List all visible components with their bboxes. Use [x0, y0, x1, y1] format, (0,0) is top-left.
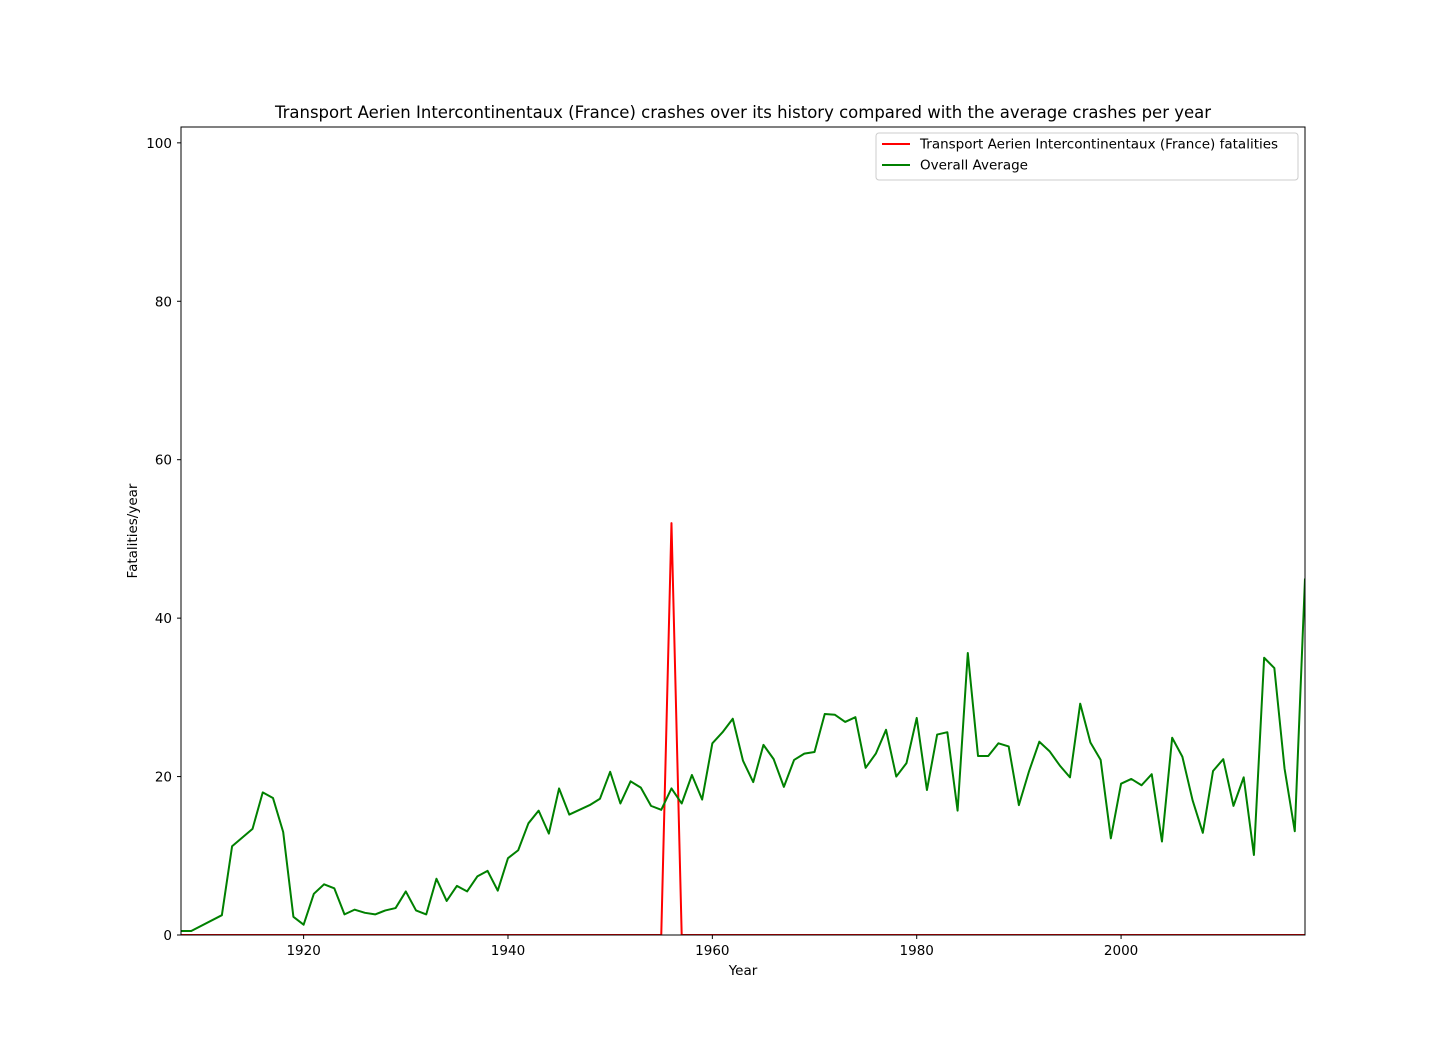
chart-title: Transport Aerien Intercontinentaux (Fran… [274, 103, 1211, 122]
y-tick-label-60: 60 [155, 453, 172, 469]
x-axis-label: Year [728, 963, 758, 979]
y-tick-label-0: 0 [163, 928, 172, 944]
y-tick-label-20: 20 [155, 770, 172, 786]
y-tick-label-100: 100 [146, 136, 172, 152]
legend-label-average: Overall Average [920, 158, 1028, 174]
legend: Transport Aerien Intercontinentaux (Fran… [875, 132, 1299, 181]
x-tick-label-1920: 1920 [286, 943, 320, 959]
x-tick-label-1940: 1940 [491, 943, 525, 959]
legend-box [875, 132, 1299, 181]
y-tick-label-40: 40 [155, 611, 172, 627]
plot-area [181, 522, 1305, 935]
legend-label-carrier: Transport Aerien Intercontinentaux (Fran… [919, 137, 1278, 153]
x-tick-label-1980: 1980 [900, 943, 934, 959]
x-axis-ticks: 1920 1940 1960 1980 2000 [286, 935, 1138, 959]
axes-frame [180, 126, 1306, 936]
y-axis-ticks: 0 20 40 60 80 100 [146, 136, 181, 944]
series-line-carrier-fatalities [181, 522, 1305, 935]
x-tick-label-2000: 2000 [1104, 943, 1138, 959]
y-axis-label: Fatalities/year [125, 483, 141, 578]
series-line-overall-average [181, 578, 1305, 933]
y-tick-label-80: 80 [155, 294, 172, 310]
x-tick-label-1960: 1960 [695, 943, 729, 959]
